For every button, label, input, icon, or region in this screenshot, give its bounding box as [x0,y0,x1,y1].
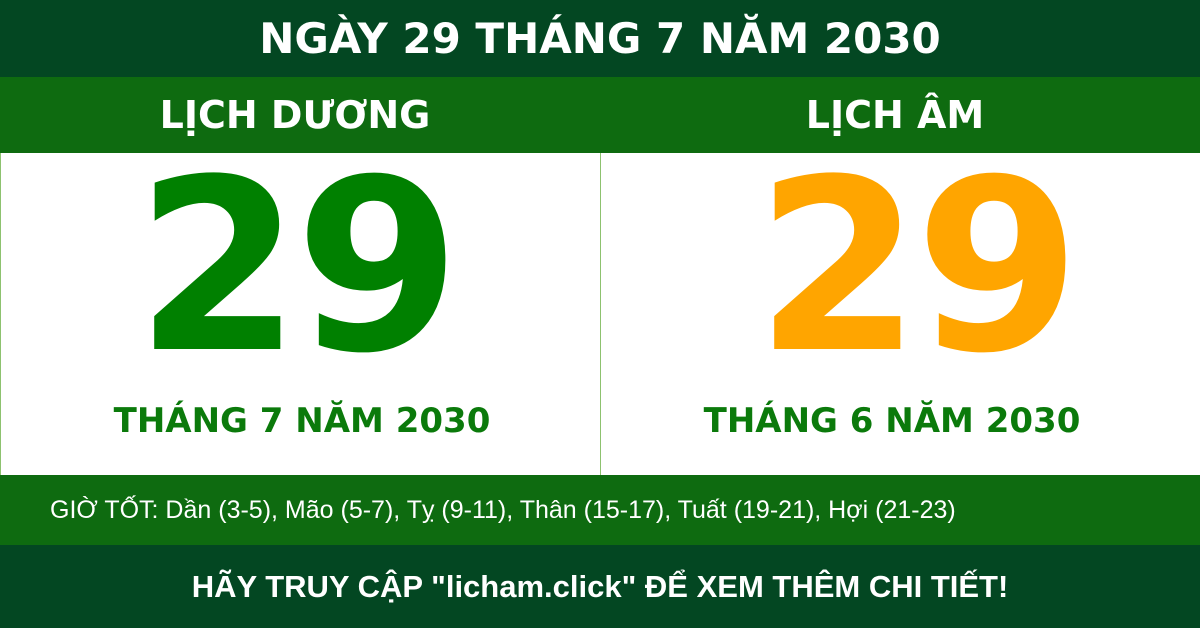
footer-cta: HÃY TRUY CẬP "licham.click" ĐỂ XEM THÊM … [0,545,1200,628]
lunar-month-year: THÁNG 6 NĂM 2030 [703,401,1081,441]
good-hours: GIỜ TỐT: Dần (3-5), Mão (5-7), Tỵ (9-11)… [0,475,1200,545]
calendar-headers: LỊCH DƯƠNG LỊCH ÂM [0,77,1200,153]
solar-panel: 29 THÁNG 7 NĂM 2030 [0,129,600,475]
lunar-calendar-label: LỊCH ÂM [805,93,985,137]
left-border [0,153,1,475]
solar-month-year: THÁNG 7 NĂM 2030 [113,401,491,441]
panel-divider [600,153,601,475]
lunar-panel: 29 THÁNG 6 NĂM 2030 [600,129,1200,475]
lunar-day: 29 [755,129,1080,406]
solar-calendar-label: LỊCH DƯƠNG [159,93,431,137]
solar-day: 29 [135,129,460,406]
page-title: NGÀY 29 THÁNG 7 NĂM 2030 [0,0,1200,77]
